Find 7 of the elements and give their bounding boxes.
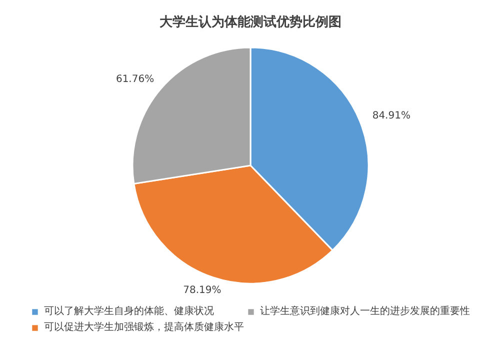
data-label: 61.76%: [116, 74, 154, 86]
data-label: 84.91%: [372, 110, 410, 122]
legend-label: 可以促进大学生加强锻炼，提高体质健康水平: [44, 320, 244, 334]
legend-label: 让学生意识到健康对人一生的进步发展的重要性: [260, 304, 470, 318]
legend-label: 可以了解大学生自身的体能、健康状况: [44, 304, 214, 318]
data-label: 78.19%: [183, 285, 222, 296]
chart-title: 大学生认为体能测试优势比例图: [160, 14, 342, 30]
